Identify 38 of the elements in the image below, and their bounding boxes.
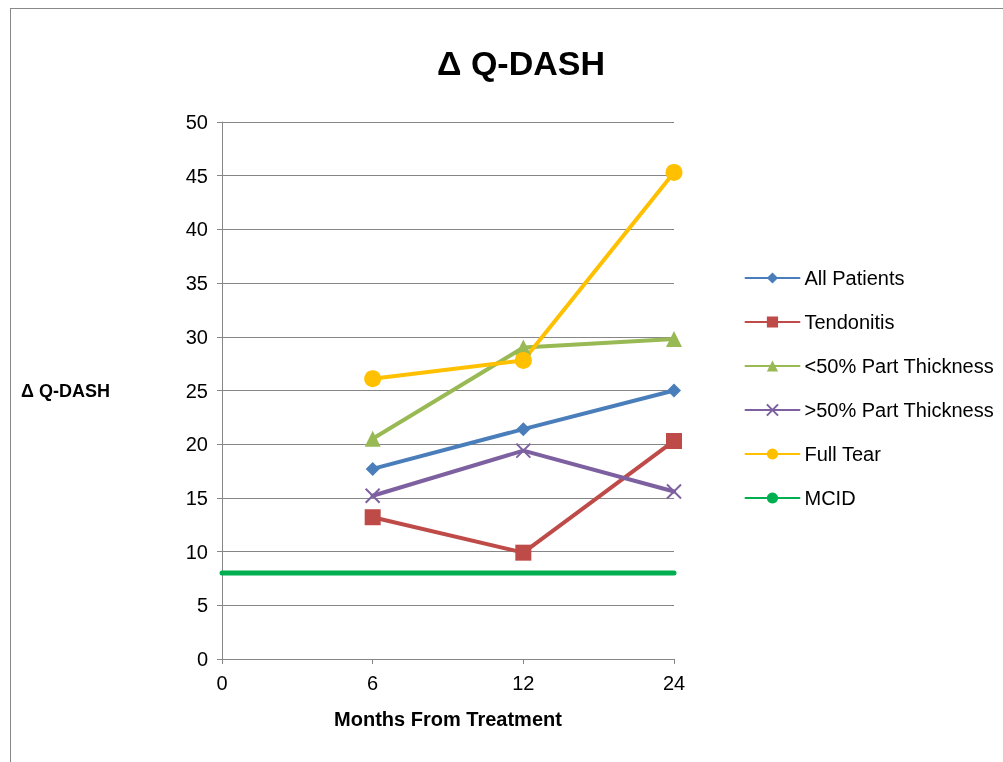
point — [364, 509, 381, 526]
y-tick-label: 15 — [185, 486, 208, 509]
y-tick-label: 45 — [185, 164, 208, 187]
legend-label: MCID — [804, 487, 856, 509]
y-tick-label: 20 — [185, 433, 208, 456]
point — [514, 351, 532, 369]
y-tick-label: 35 — [185, 272, 208, 295]
legend-label: <50% Part Thickness — [804, 355, 994, 377]
point — [667, 383, 681, 398]
y-tick-label: 5 — [196, 594, 208, 617]
x-tick-label: 24 — [662, 672, 686, 694]
y-axis-title: Δ Q-DASH — [21, 380, 110, 401]
legend-label: >50% Part Thickness — [804, 399, 994, 421]
x-axis-title: Months From Treatment — [334, 708, 563, 730]
y-tick-label: 30 — [185, 325, 208, 348]
x-tick-label: 6 — [367, 672, 379, 694]
point — [516, 422, 531, 437]
legend-label: All Patients — [804, 267, 905, 289]
point — [364, 370, 382, 388]
chart-title: Δ Q-DASH — [437, 44, 605, 82]
point — [364, 430, 381, 447]
x-tick-label: 0 — [216, 672, 228, 694]
y-tick-label: 40 — [185, 218, 208, 241]
y-tick-label: 25 — [185, 379, 208, 402]
point — [515, 442, 532, 459]
point — [666, 330, 682, 347]
legend-label: Full Tear — [804, 443, 882, 465]
point — [515, 544, 532, 561]
y-tick-label: 50 — [185, 111, 208, 133]
point — [666, 432, 682, 449]
x-tick-label: 12 — [512, 672, 535, 694]
y-tick-label: 10 — [185, 540, 208, 563]
legend-label: Tendonitis — [804, 311, 895, 333]
point — [364, 487, 381, 504]
point — [665, 163, 683, 181]
point — [666, 483, 682, 500]
point — [365, 461, 380, 476]
y-tick-label: 0 — [196, 648, 208, 670]
